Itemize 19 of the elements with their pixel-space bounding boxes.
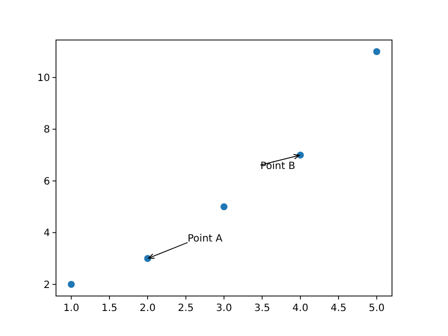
y-tick-label: 2	[44, 280, 50, 291]
y-tick-label: 10	[37, 72, 50, 84]
annotation: Point A	[188, 234, 223, 245]
point	[220, 203, 228, 210]
x-tick-label: 2.5	[178, 303, 194, 314]
point	[373, 48, 380, 56]
y-tick-label: 8	[44, 124, 50, 136]
x-tick-label: 1.0	[63, 303, 80, 314]
y-tick-label: 4	[44, 228, 50, 240]
x-tick-label: 3.5	[254, 303, 270, 314]
annotation: Point B	[260, 161, 296, 172]
point	[68, 280, 75, 288]
x-tick-label: 5.0	[368, 303, 385, 314]
x-tick-label: 4.5	[330, 303, 346, 314]
x-tick-label: 1.5	[102, 303, 118, 314]
x-tick-label: 2.0	[140, 303, 156, 314]
y-tick-label: 6	[44, 176, 50, 188]
x-tick-label: 3.0	[216, 303, 232, 314]
x-tick-label: 4.0	[292, 303, 308, 314]
